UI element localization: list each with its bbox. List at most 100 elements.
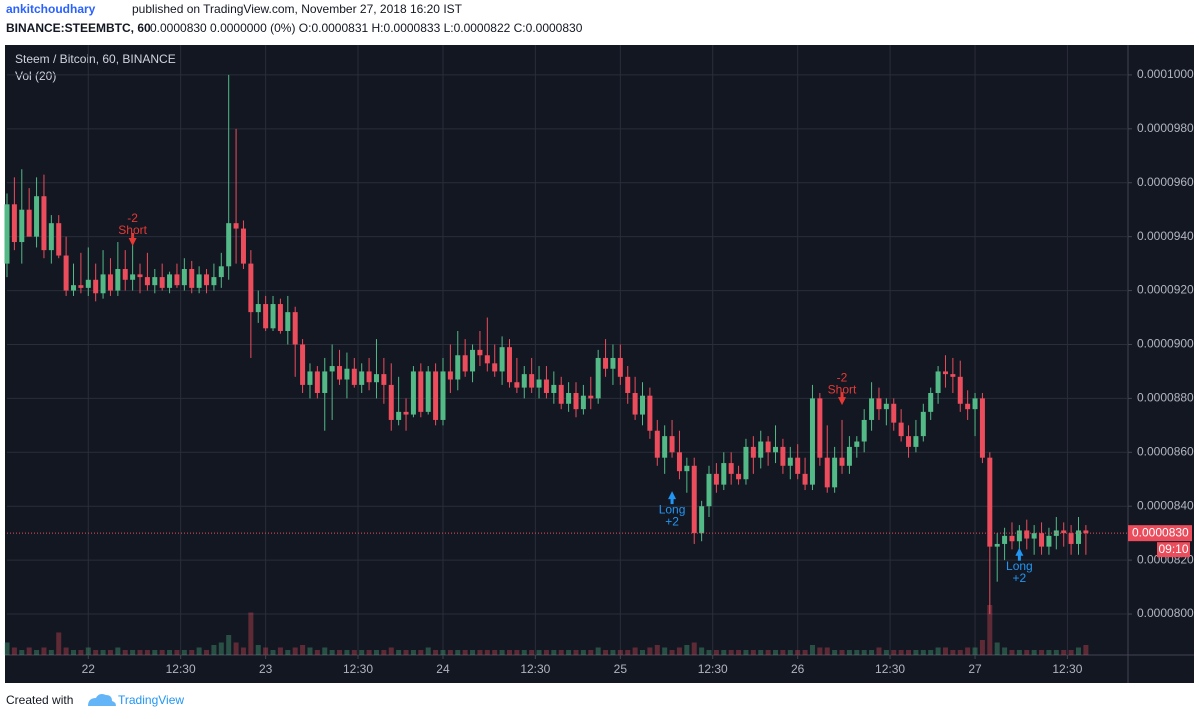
candle-body	[19, 209, 25, 243]
candle-body	[832, 457, 838, 488]
candle-body	[950, 374, 956, 377]
volume-bar	[211, 645, 217, 655]
volume-bar	[1083, 645, 1089, 655]
volume-bar	[861, 650, 867, 655]
candle-body	[898, 422, 904, 437]
volume-bar	[972, 647, 978, 655]
volume-bar	[226, 635, 232, 655]
volume-bar	[632, 647, 638, 655]
volume-bar	[566, 650, 572, 655]
volume-bar	[337, 650, 343, 655]
candle-body	[329, 366, 335, 372]
volume-bar	[462, 650, 468, 655]
volume-bar	[750, 650, 756, 655]
candle-body	[189, 268, 195, 288]
candle-body	[595, 357, 601, 399]
candle-body	[410, 371, 416, 415]
volume-bar	[625, 650, 631, 655]
candle-body	[240, 228, 246, 264]
symbol: BINANCE:STEEMBTC, 60	[6, 21, 151, 35]
candle-body	[277, 304, 283, 331]
candle-body	[506, 347, 512, 383]
volume-bar	[965, 647, 971, 655]
author[interactable]: ankitchoudhary	[6, 2, 96, 16]
candle-body	[388, 384, 394, 420]
volume-bar	[322, 647, 328, 655]
candle-body	[1039, 533, 1045, 547]
candle-body	[1002, 535, 1008, 544]
candle-body	[337, 366, 343, 380]
x-tick-label: 26	[791, 662, 805, 676]
volume-bar	[573, 650, 579, 655]
candle-body	[765, 441, 771, 453]
candle-body	[152, 277, 158, 286]
volume-bar	[765, 650, 771, 655]
volume-bar	[499, 650, 505, 655]
signal-label: +2	[1013, 571, 1027, 585]
volume-bar	[440, 650, 446, 655]
volume-bar	[1068, 650, 1074, 655]
volume-bar	[728, 650, 734, 655]
candle-body	[632, 392, 638, 415]
candle-body	[484, 355, 490, 364]
candle-body	[1061, 530, 1067, 534]
volume-bar	[713, 650, 719, 655]
candle-body	[11, 204, 17, 243]
candle-body	[684, 465, 690, 472]
volume-bar	[883, 650, 889, 655]
candle-body	[780, 446, 786, 466]
volume-bar	[839, 650, 845, 655]
candle-body	[706, 473, 712, 507]
volume-bar	[736, 650, 742, 655]
candle-body	[122, 268, 128, 280]
candle-body	[662, 436, 668, 458]
volume-bar	[4, 642, 10, 655]
volume-bar	[410, 650, 416, 655]
volume-bar	[802, 650, 808, 655]
volume-bar	[366, 650, 372, 655]
candle-body	[373, 374, 379, 383]
candle-body	[211, 277, 217, 286]
candle-body	[366, 371, 372, 383]
candle-body	[174, 274, 180, 286]
candle-body	[492, 363, 498, 372]
volume-bar	[447, 650, 453, 655]
volume-bar	[484, 650, 490, 655]
volume-bar	[809, 645, 815, 655]
volume-bar	[1031, 650, 1037, 655]
candle-body	[196, 274, 202, 288]
candle-body	[455, 355, 461, 380]
volume-bar	[233, 642, 239, 655]
x-tick-label: 12:30	[875, 662, 905, 676]
y-tick-label: 0.0001000	[1137, 67, 1194, 81]
candle-body	[403, 411, 409, 415]
candle-body	[979, 398, 985, 458]
signal-label: Long	[1006, 559, 1033, 573]
volume-bar	[832, 650, 838, 655]
candle-body	[26, 209, 32, 237]
volume-bar	[610, 650, 616, 655]
candle-body	[713, 473, 719, 485]
volume-bar	[388, 647, 394, 655]
candle-body	[906, 436, 912, 447]
volume-bar	[876, 647, 882, 655]
candle-body	[300, 344, 306, 385]
volume-bar	[85, 647, 91, 655]
candle-body	[440, 371, 446, 420]
signal-label: -2	[127, 211, 138, 225]
y-tick-label: 0.0000840	[1137, 498, 1194, 512]
x-tick-label: 24	[436, 662, 450, 676]
footer-brand[interactable]: TradingView	[118, 693, 184, 707]
volume-bar	[580, 650, 586, 655]
candle-body	[758, 441, 764, 458]
last-price-box	[1128, 525, 1192, 542]
candle-body	[130, 274, 136, 280]
candle-body	[640, 395, 646, 415]
candle-body	[728, 463, 734, 474]
volume-bar	[93, 650, 99, 655]
signal-arrow	[128, 233, 137, 247]
volume-bar	[418, 650, 424, 655]
volume-bar	[218, 642, 224, 655]
volume-bar	[255, 645, 261, 655]
volume-bar	[506, 650, 512, 655]
